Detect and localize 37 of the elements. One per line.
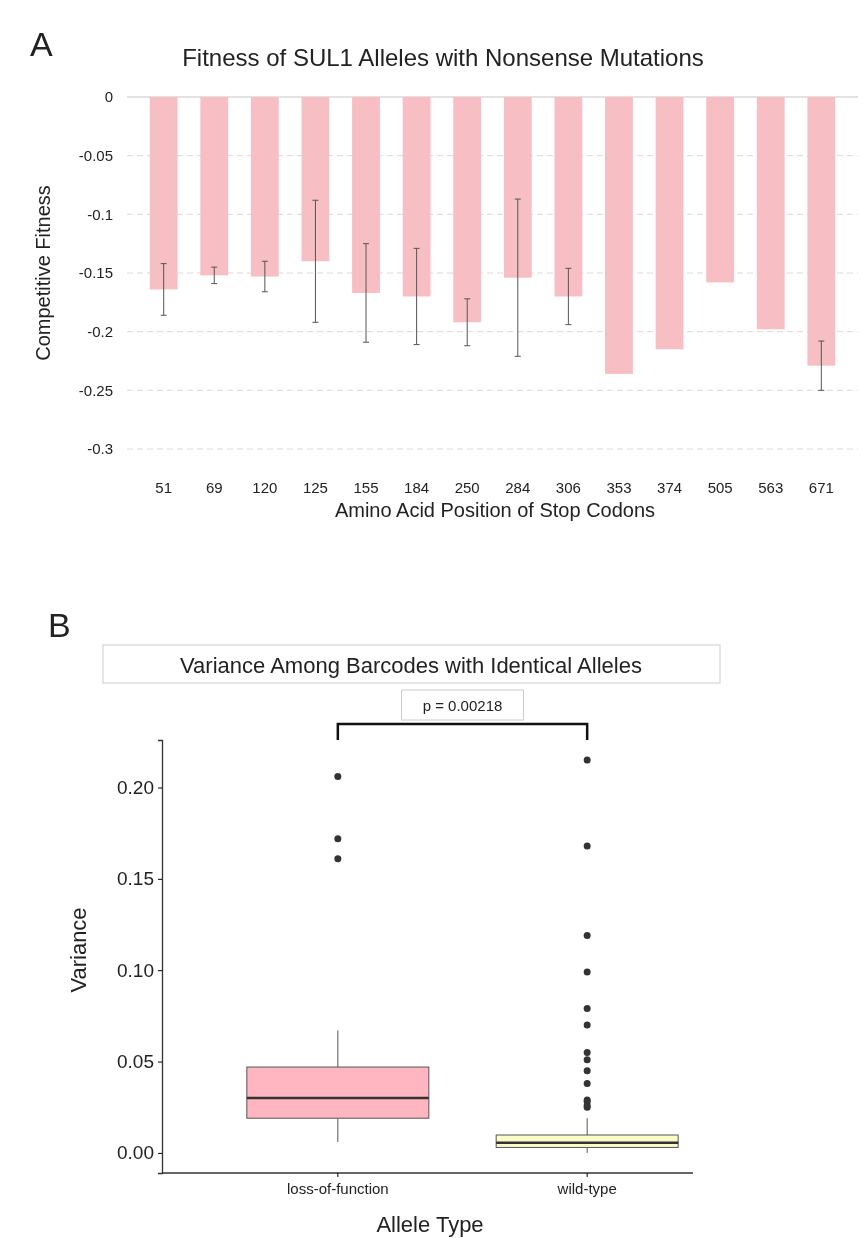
y-tick-label: -0.25	[78, 381, 113, 399]
x-tick-label: 353	[606, 478, 632, 496]
y-axis-title: Competitive Fitness	[32, 185, 54, 361]
text: p = 0.00218	[422, 697, 503, 714]
chart-title: Variance Among Barcodes with Identical Alleles	[180, 653, 642, 678]
x-tick-label: wild-type	[556, 1179, 617, 1197]
y-tick-label: 0.05	[117, 1051, 154, 1073]
x-tick-label: 69	[205, 478, 223, 496]
x-tick-label: 306	[555, 478, 581, 496]
text: A	[30, 25, 53, 63]
x-tick-label: 374	[657, 478, 683, 496]
y-tick-label: 0.00	[117, 1142, 154, 1164]
x-tick-label: 120	[252, 478, 278, 496]
x-tick-label: 671	[808, 478, 834, 496]
x-tick-label: 51	[155, 478, 173, 496]
y-tick-label: 0.15	[117, 868, 154, 890]
y-tick-label: -0.2	[87, 322, 113, 340]
x-tick-label: 125	[302, 478, 328, 496]
x-tick-label: 505	[707, 478, 733, 496]
y-tick-label: -0.05	[78, 146, 113, 164]
x-tick-label: 284	[505, 478, 531, 496]
x-tick-label: 155	[353, 478, 379, 496]
y-tick-label: 0.10	[117, 959, 154, 981]
y-tick-label: 0.20	[117, 777, 154, 799]
x-tick-label: 184	[404, 478, 430, 496]
y-axis-title: Variance	[66, 907, 91, 993]
x-tick-label: 250	[454, 478, 480, 496]
chart-title: Fitness of SUL1 Alleles with Nonsense Mutations	[182, 44, 704, 71]
y-tick-label: -0.3	[87, 440, 113, 458]
x-axis-title: Amino Acid Position of Stop Codons	[334, 499, 656, 521]
text: B	[48, 606, 71, 644]
x-axis-title: Allele Type	[376, 1212, 484, 1237]
y-tick-label: 0	[104, 88, 113, 106]
x-tick-label: 563	[758, 478, 784, 496]
y-tick-label: -0.15	[78, 264, 113, 282]
x-tick-label: loss-of-function	[286, 1179, 389, 1197]
y-tick-label: -0.1	[87, 205, 113, 223]
